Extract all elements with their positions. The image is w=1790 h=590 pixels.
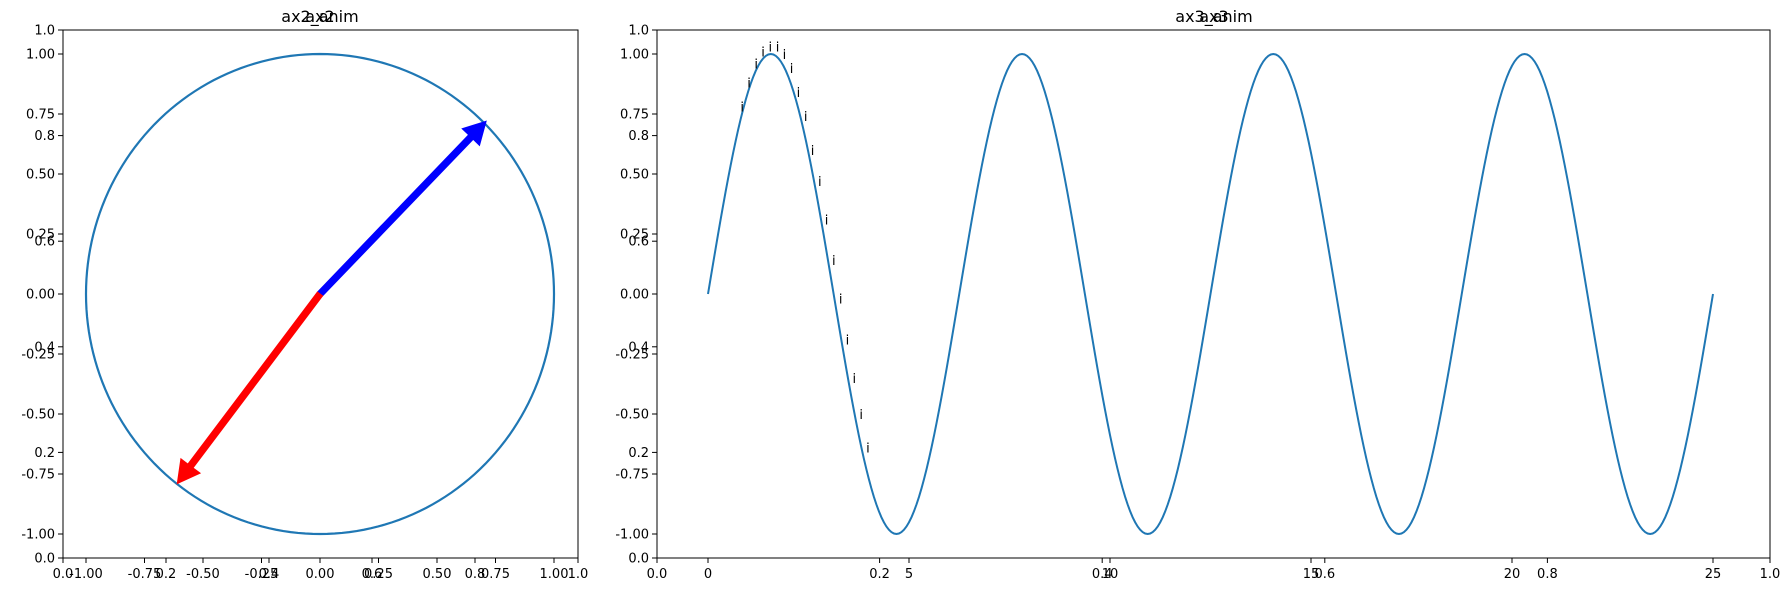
- left-ytick-label: 0.00: [26, 288, 55, 303]
- left-xtick-label: -0.75: [128, 567, 162, 582]
- right-overlay-ytick-label: 1.0: [628, 24, 649, 39]
- left-xtick-label: 0.50: [423, 567, 452, 582]
- left-xtick-label: -0.50: [186, 567, 220, 582]
- left-xtick-label: 0.00: [306, 567, 335, 582]
- left-ytick-label: 1.00: [26, 48, 55, 63]
- annotation-label: i: [797, 86, 801, 101]
- right-overlay-ytick-label: 0.0: [628, 552, 649, 567]
- right-axis-ticks: 0 5 10 15 20 25-1.00-0.75-0.50-0.250.000.250.…: [615, 24, 1780, 583]
- left-ytick-label: 0.50: [26, 168, 55, 183]
- annotation-label: i: [825, 213, 829, 228]
- annotation-label: i: [740, 101, 744, 116]
- left-chart-title: ax2_anim: [281, 7, 358, 27]
- right-ytick-label: 0.50: [620, 168, 649, 183]
- right-overlay-ytick-label: 0.8: [628, 129, 649, 144]
- right-overlay-xtick-label: 0.6: [1314, 567, 1335, 582]
- right-xtick-label: 5: [905, 567, 913, 582]
- left-xtick-label: -1.00: [69, 567, 103, 582]
- annotation-label: i: [783, 48, 787, 63]
- left-overlay-ytick-label: 0.0: [34, 552, 55, 567]
- right-overlay-xtick-label: 1.0: [1760, 567, 1781, 582]
- annotation-label: i: [866, 441, 870, 456]
- annotation-label: i: [768, 41, 772, 56]
- right-xtick-label: 10: [1102, 567, 1119, 582]
- left-xtick-label: 1.00: [540, 567, 569, 582]
- right-overlay-xtick-label: 0.2: [869, 567, 890, 582]
- left-ytick-label: 0.75: [26, 108, 55, 123]
- right-xtick-label: 15: [1303, 567, 1320, 582]
- right-ytick-label: -0.75: [615, 468, 649, 483]
- left-overlay-xtick-label: 0.8: [465, 567, 486, 582]
- annotation-label: i: [761, 45, 765, 60]
- annotation-label: i: [818, 175, 822, 190]
- left-overlay-ytick-label: 1.0: [34, 24, 55, 39]
- left-ytick-label: -0.25: [21, 348, 55, 363]
- left-overlay-xtick-label: 1.0: [568, 567, 589, 582]
- right-ytick-label: 1.00: [620, 48, 649, 63]
- right-overlay-xtick-label: 0.4: [1092, 567, 1113, 582]
- annotation-label: i: [747, 77, 751, 92]
- annotation-label: i: [804, 110, 808, 125]
- red-arrow: [176, 291, 324, 485]
- annotation-label: i: [811, 144, 815, 159]
- blue-arrow: [316, 120, 487, 297]
- left-plot-content: [84, 52, 556, 536]
- right-ytick-label: 0.00: [620, 288, 649, 303]
- right-overlay-ytick-label: 0.2: [628, 446, 649, 461]
- left-xtick-label: -0.25: [245, 567, 279, 582]
- right-overlay-xtick-label: 0.0: [647, 567, 668, 582]
- left-ytick-label: -1.00: [21, 528, 55, 543]
- left-chart-panel: ax2_anim ax2 -1.00 -0.75 -0.50 -0.25 0.00 0.2…: [21, 7, 588, 582]
- left-overlay-xtick-label: 0.4: [259, 567, 280, 582]
- annotation-label: i: [853, 372, 857, 387]
- right-ytick-label: -0.50: [615, 408, 649, 423]
- left-axis-ticks: -1.00 -0.75 -0.50 -0.25 0.00 0.25 0.50 0.75 1.00…: [21, 24, 588, 583]
- left-overlay-ytick-label: 0.2: [34, 446, 55, 461]
- left-ytick-label: -0.50: [21, 408, 55, 423]
- left-overlay-ytick-label: 0.6: [34, 235, 55, 250]
- left-overlay-ytick-label: 0.8: [34, 129, 55, 144]
- right-overlay-ytick-label: 0.4: [628, 340, 649, 355]
- sine-wave-line: [707, 52, 1714, 536]
- right-ytick-label: -0.25: [615, 348, 649, 363]
- annotation-label: i: [832, 254, 836, 269]
- unit-circle-line: [84, 52, 556, 536]
- right-chart-overlay-title: ax3: [1199, 7, 1228, 26]
- left-ytick-label: 0.25: [26, 228, 55, 243]
- right-ytick-label: 0.75: [620, 108, 649, 123]
- left-xtick-label: 0.25: [364, 567, 393, 582]
- annotation-label: i: [839, 293, 843, 308]
- right-ytick-label: -1.00: [615, 528, 649, 543]
- annotation-label: i: [846, 333, 850, 348]
- right-chart-title: ax3_anim: [1175, 7, 1252, 27]
- right-xtick-label: 20: [1504, 567, 1521, 582]
- right-overlay-xtick-label: 0.8: [1537, 567, 1558, 582]
- left-overlay-ytick-label: 0.4: [34, 340, 55, 355]
- right-overlay-ytick-label: 0.6: [628, 235, 649, 250]
- left-ytick-label: -0.75: [21, 468, 55, 483]
- right-xtick-label: 25: [1705, 567, 1722, 582]
- annotation-label: i: [776, 41, 780, 56]
- annotation-label: i: [754, 57, 758, 72]
- right-ytick-label: 0.25: [620, 228, 649, 243]
- left-xtick-label: 0.75: [481, 567, 510, 582]
- right-xtick-label: 0: [704, 567, 712, 582]
- left-overlay-xtick-label: 0.2: [156, 567, 177, 582]
- annotation-label: i: [790, 62, 794, 77]
- left-chart-overlay-title: ax2: [305, 7, 334, 26]
- annotation-label: i: [859, 408, 863, 423]
- left-overlay-xtick-label: 0.0: [53, 567, 74, 582]
- left-overlay-xtick-label: 0.6: [362, 567, 383, 582]
